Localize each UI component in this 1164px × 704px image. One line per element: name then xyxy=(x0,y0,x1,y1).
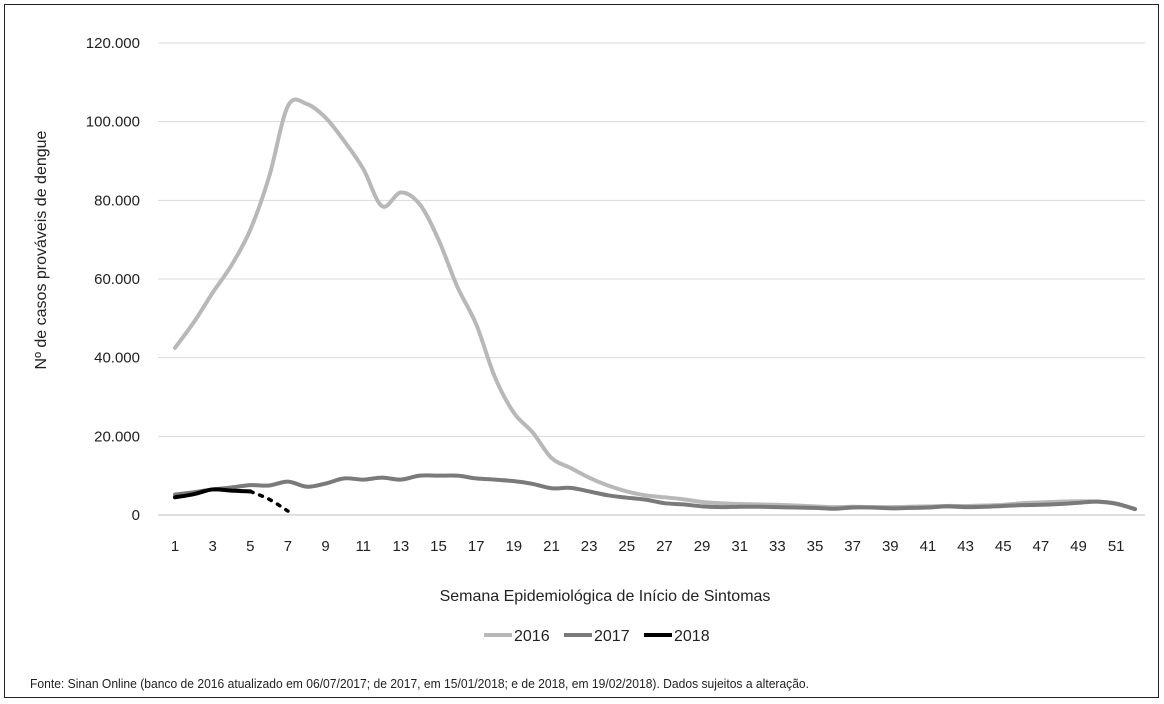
series-line-2018 xyxy=(173,487,253,500)
legend-label-2017: 2017 xyxy=(594,628,630,645)
x-tick-label: 19 xyxy=(505,538,522,555)
x-tick-label: 1 xyxy=(171,538,179,555)
x-tick-label: 5 xyxy=(246,538,254,555)
y-tick-label: 80.000 xyxy=(94,192,140,209)
series-projection-2018 xyxy=(248,489,290,513)
legend-label-2016: 2016 xyxy=(514,628,550,645)
x-tick-label: 3 xyxy=(208,538,216,555)
x-tick-label: 49 xyxy=(1070,538,1087,555)
x-tick-label: 33 xyxy=(769,538,786,555)
x-tick-label: 37 xyxy=(844,538,861,555)
x-axis-ticks: 1 3 5 7 9 11 13 15 17 19 21 23 25 27 29 31 33 35 37 39 41 43 4… xyxy=(171,538,1125,555)
x-tick-label: 39 xyxy=(882,538,899,555)
x-tick-label: 27 xyxy=(656,538,673,555)
y-tick-label: 120.000 xyxy=(86,35,140,52)
x-tick-label: 47 xyxy=(1033,538,1050,555)
source-note: Fonte: Sinan Online (banco de 2016 atual… xyxy=(30,676,810,691)
x-tick-label: 29 xyxy=(694,538,711,555)
y-tick-label: 40.000 xyxy=(94,350,140,367)
y-tick-label: 20.000 xyxy=(94,428,140,445)
legend-label-2018: 2018 xyxy=(674,628,710,645)
series-line-2016 xyxy=(173,97,1137,512)
x-tick-label: 11 xyxy=(355,538,371,555)
grid-lines xyxy=(158,42,1145,437)
y-axis-label: Nº de casos prováveis de dengue xyxy=(33,130,50,369)
x-tick-label: 13 xyxy=(393,538,410,555)
series-lines xyxy=(173,97,1137,513)
x-tick-label: 9 xyxy=(321,538,329,555)
x-tick-label: 51 xyxy=(1108,538,1125,555)
chart-frame xyxy=(4,4,1159,698)
y-tick-label: 0 xyxy=(132,507,140,524)
y-tick-label: 100.000 xyxy=(86,114,140,131)
y-tick-label: 60.000 xyxy=(94,271,140,288)
x-tick-label: 25 xyxy=(618,538,635,555)
x-tick-label: 45 xyxy=(995,538,1012,555)
x-tick-label: 7 xyxy=(284,538,292,555)
series-line-2017 xyxy=(173,473,1137,512)
x-axis-label: Semana Epidemiológica de Início de Sinto… xyxy=(440,588,771,605)
x-tick-label: 17 xyxy=(468,538,485,555)
x-tick-label: 41 xyxy=(920,538,937,555)
x-tick-label: 15 xyxy=(430,538,447,555)
x-tick-label: 31 xyxy=(731,538,748,555)
x-tick-label: 23 xyxy=(581,538,598,555)
x-tick-label: 35 xyxy=(807,538,824,555)
y-axis-ticks: 0 20.000 40.000 60.000 80.000 100.000 120.000 xyxy=(86,35,140,524)
x-tick-label: 21 xyxy=(543,538,560,555)
legend: 2016 2017 2018 xyxy=(484,628,710,645)
x-tick-label: 43 xyxy=(957,538,974,555)
